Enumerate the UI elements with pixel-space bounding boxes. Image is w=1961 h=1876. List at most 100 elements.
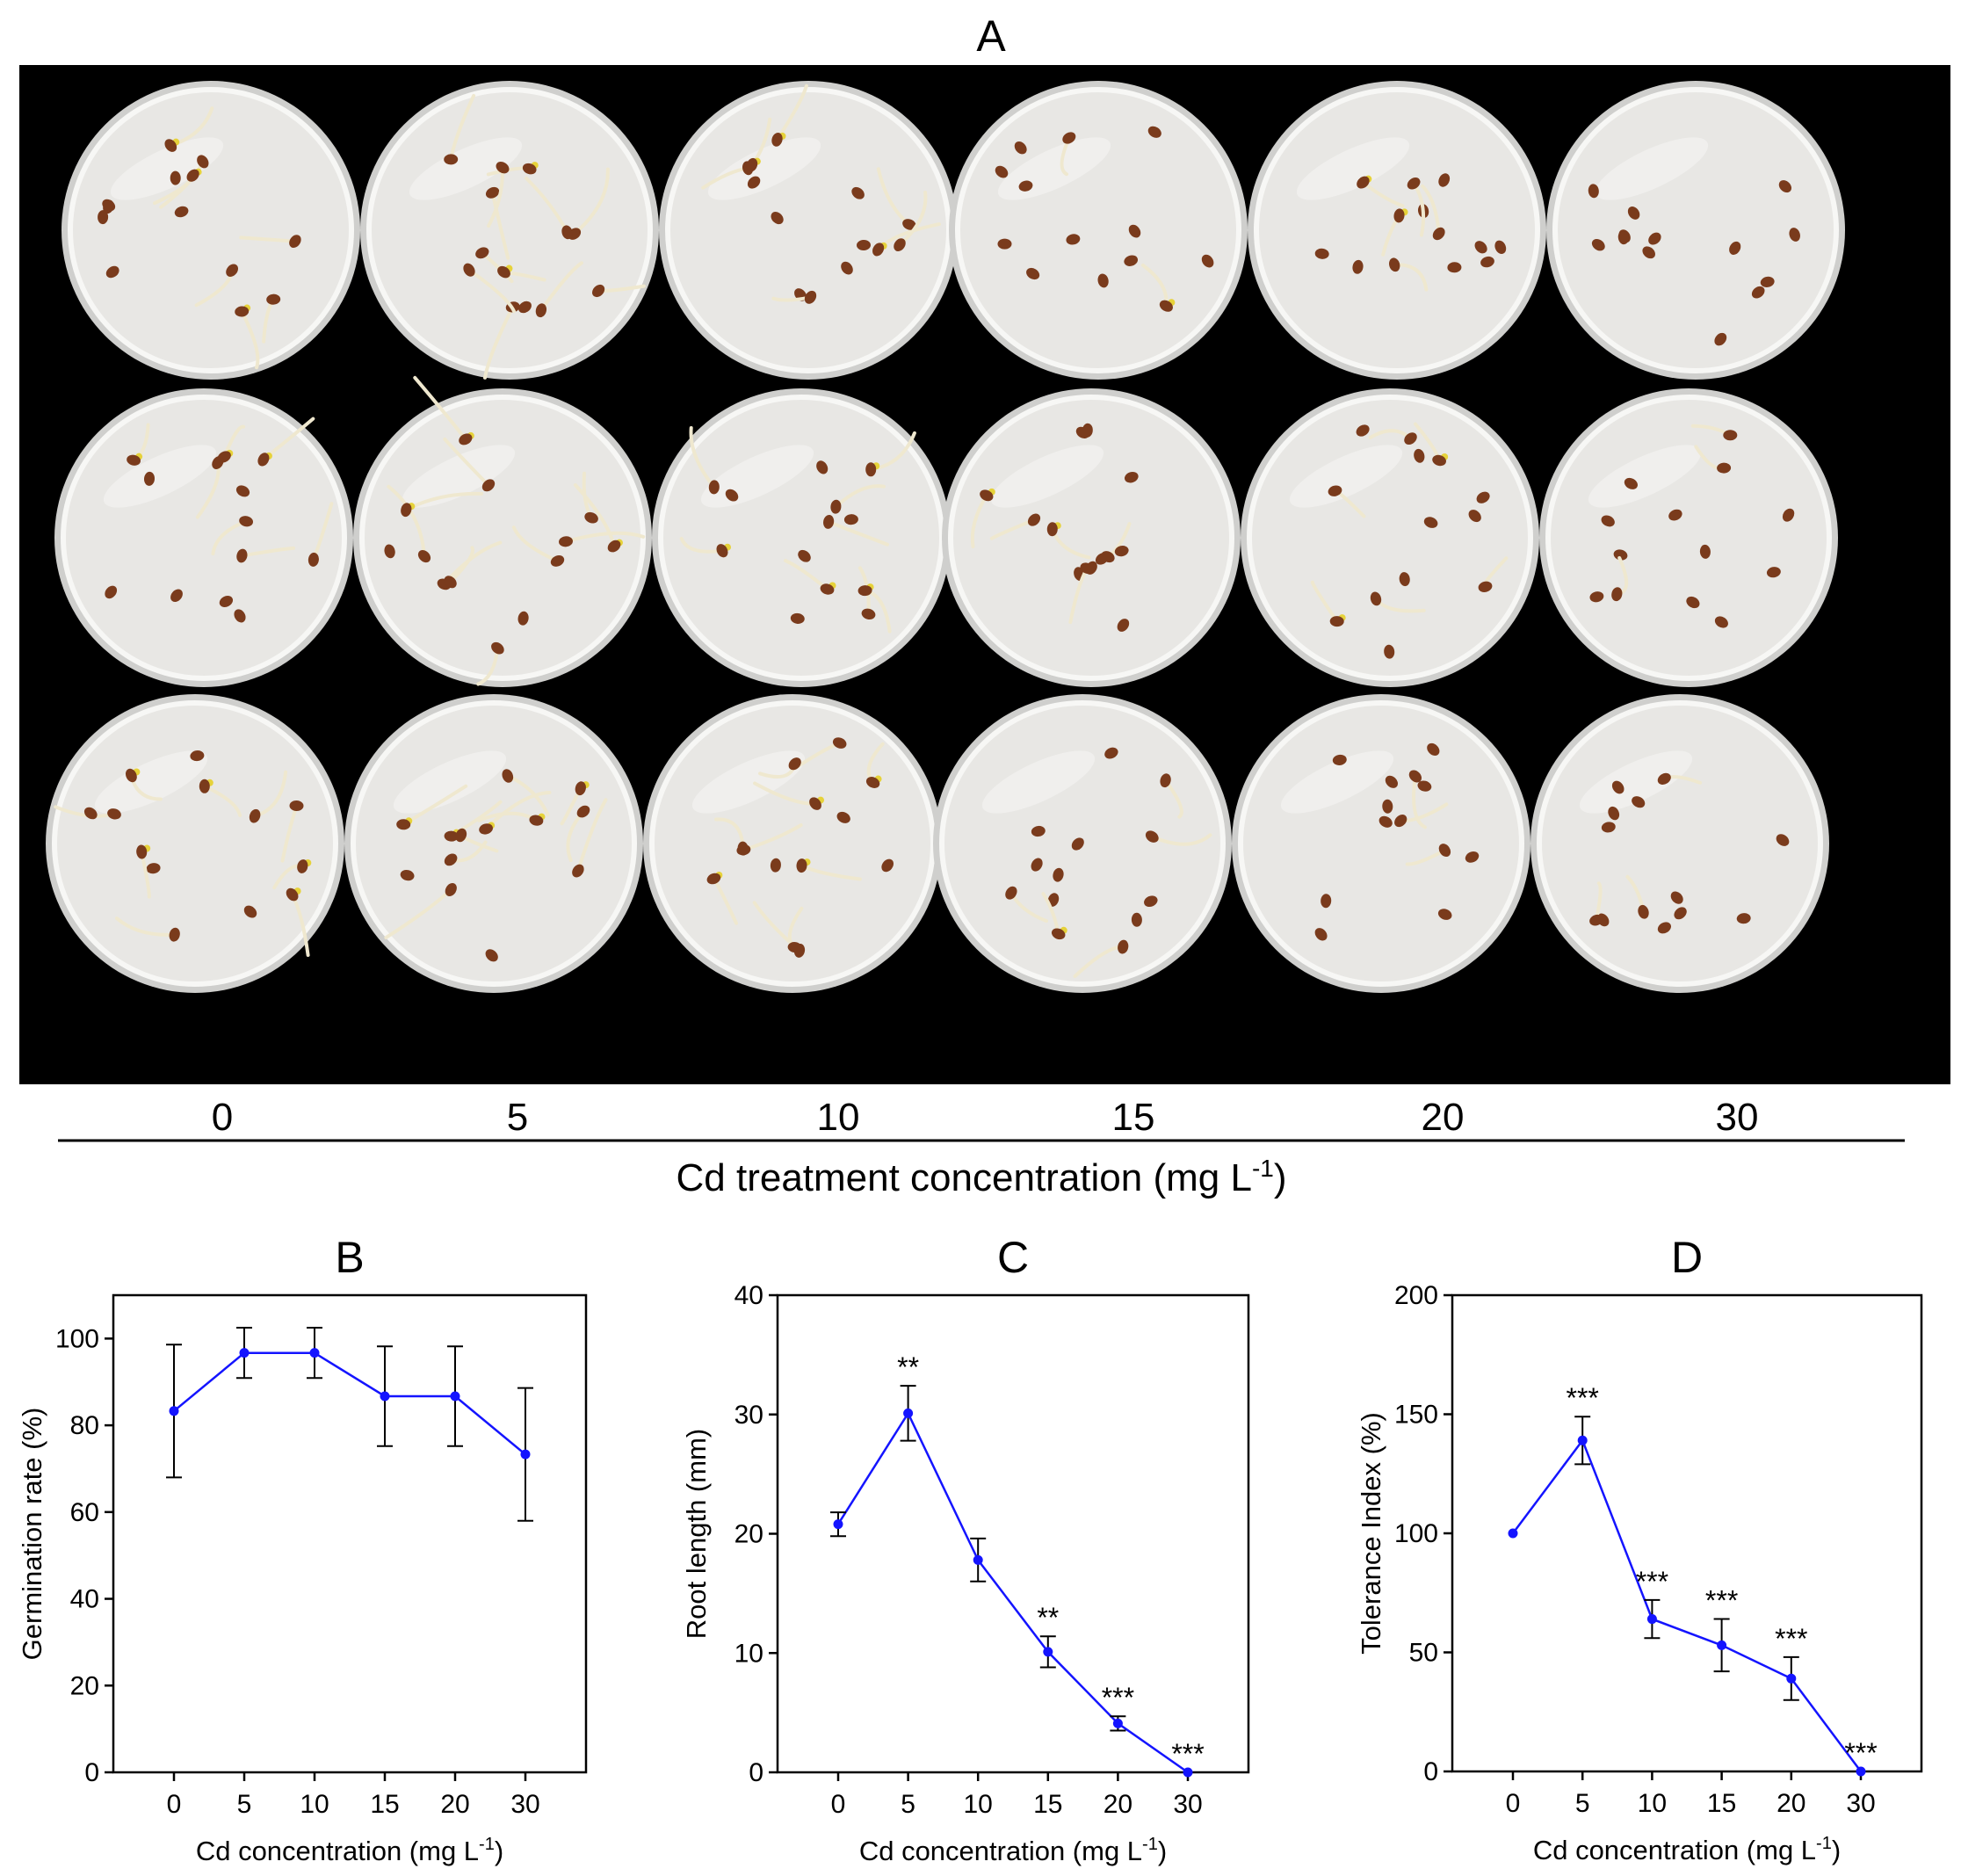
seed [83,807,98,820]
seed [716,544,728,558]
seed [1389,257,1400,272]
seedling-root [970,493,988,548]
x-tick-label: 15 [370,1790,399,1819]
seed [308,552,319,567]
seed [1031,858,1043,872]
seedling-root [1310,580,1339,624]
seed [1427,742,1440,756]
seed [485,186,500,199]
concentration-label-10: 10 [817,1096,860,1139]
concentration-label-20: 20 [1422,1096,1465,1139]
seed [572,864,584,878]
y-tick-label: 100 [1394,1519,1438,1548]
seedling-root [202,784,242,817]
dish-filter-paper [68,87,354,373]
seed [1104,747,1118,759]
x-tick-label: 15 [1707,1789,1736,1818]
significance-label: *** [1775,1623,1807,1655]
data-point [169,1406,179,1416]
significance-label: *** [1844,1737,1877,1769]
panel-label: D [1671,1233,1703,1282]
y-axis-label: Tolerance Index (%) [1356,1412,1386,1655]
seed [127,454,141,466]
seed [1657,772,1671,785]
seed [747,176,761,189]
seed [444,853,458,866]
petri-dish [652,388,951,687]
seed [1027,513,1041,526]
y-tick-label: 40 [70,1585,99,1614]
seed [851,186,865,199]
data-point [380,1391,390,1402]
seed [1465,851,1480,863]
seed [1417,780,1432,792]
seed [286,887,299,902]
seed [186,169,199,182]
seedling-root [1163,779,1183,819]
seed [1145,830,1159,843]
dish-filter-paper [955,87,1241,373]
data-point [1856,1766,1866,1777]
seed [1608,806,1620,821]
seed [146,863,161,874]
seed [190,750,205,762]
seed [401,503,412,518]
dish-glare [94,750,208,814]
seed [1789,228,1800,242]
seed [502,769,514,783]
panel-a-axis-title: Cd treatment concentration (mg L-1) [677,1155,1287,1199]
seedling-root [689,426,716,489]
seed [1018,180,1033,192]
panel-b-germination-chart: B 0 20 40 60 80 100 0 5 10 15 20 30 Germination rate … [17,1233,588,1866]
seed [832,737,847,749]
seed [1005,886,1017,900]
seed [865,777,880,788]
petri-dish [949,81,1248,380]
dish-glare [1595,137,1709,200]
petri-dish [1241,388,1539,687]
seed [561,225,573,240]
seed [995,165,1009,178]
plot-frame [112,1293,588,1774]
seed [170,170,181,185]
series-line [1511,1438,1863,1772]
seed [798,549,811,562]
seed [1642,246,1655,259]
dish-filter-paper [366,87,653,373]
seed [1328,485,1342,496]
seed [417,550,431,563]
y-tick-label: 40 [734,1281,763,1310]
seed [796,858,807,873]
seed [297,859,308,873]
panel-d-tolerance-index-chart: D 0 50 100 150 200 0 5 10 15 20 30 Tolerance Index (… [1356,1233,1923,1865]
seed [857,239,871,251]
seed [1751,286,1765,299]
seed [1114,545,1129,557]
petri-dish [1248,81,1546,380]
seed [235,485,250,497]
seed [1729,241,1741,255]
series-line [836,1410,1189,1774]
seed [400,869,415,881]
seed [1124,471,1139,483]
seed [529,815,544,826]
seed [1589,914,1603,926]
seed [1632,796,1646,808]
seed [1480,256,1494,268]
seed [1046,522,1058,537]
dish-filter-paper [359,395,646,681]
seed [517,611,529,626]
seed [491,641,504,655]
seed [771,212,784,225]
seed [384,544,395,559]
seed [804,290,817,304]
seed [881,858,894,873]
seed [1399,572,1410,587]
seed [1686,596,1700,609]
seedling-root [572,167,610,236]
seed [1476,491,1490,503]
seed [1474,241,1487,254]
seed [746,157,758,172]
seed [1613,549,1628,561]
seed [1447,262,1462,273]
